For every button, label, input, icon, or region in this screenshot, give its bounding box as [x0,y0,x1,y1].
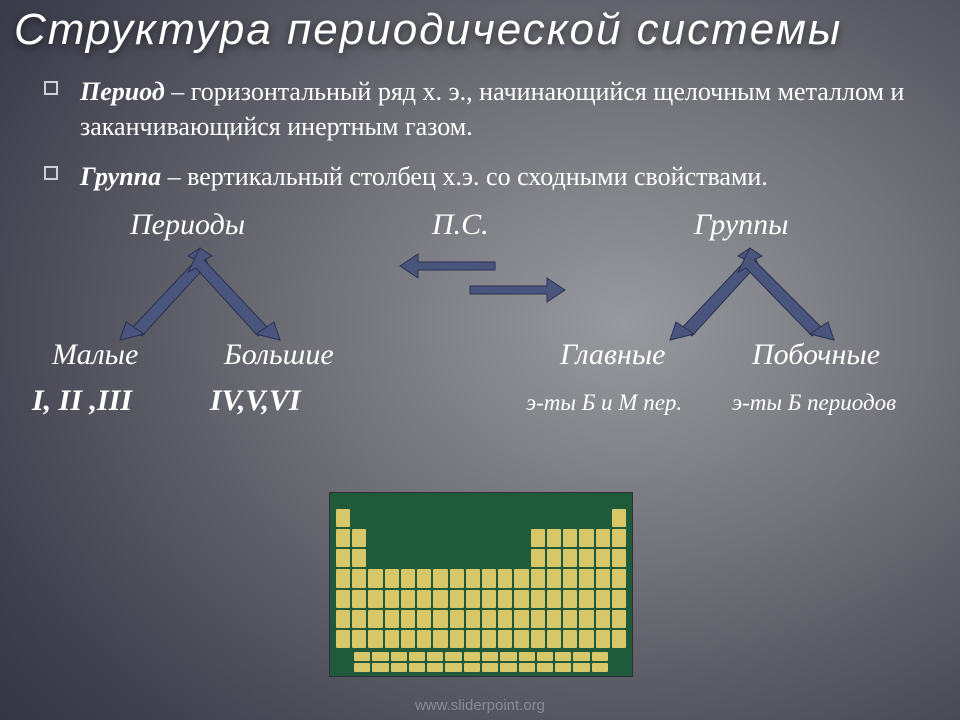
bullet-list: Период – горизонтальный ряд х. э., начин… [0,54,960,193]
slide-title: Структура периодической системы [0,0,960,54]
branch-arrow-left-icon [70,246,330,336]
label-side-note: э-ты Б периодов [732,390,896,416]
label-big-nums: IV,V,VI [210,384,301,418]
branch-arrow-right-icon [610,246,890,336]
term-group-def: – вертикальный столбец х.э. со сходными … [161,162,768,191]
slide: Структура периодической системы Период –… [0,0,960,720]
bullet-item: Период – горизонтальный ряд х. э., начин… [44,74,930,144]
bullet-marker-icon [44,166,58,180]
footer-url: www.sliderpoint.org [0,697,960,714]
label-big: Большие [224,338,334,372]
label-small-nums: I, II ,III [32,384,132,418]
label-groups: Группы [694,208,788,242]
diagram: Периоды П.С. Группы Малые Большие Главны… [0,208,960,438]
label-main: Главные [560,338,665,372]
bullet-marker-icon [44,81,58,95]
label-periods: Периоды [130,208,245,242]
periodic-table-image [330,493,632,676]
bullet-item: Группа – вертикальный столбец х.э. со сх… [44,159,930,194]
term-period: Период [80,77,165,106]
term-group: Группа [80,162,161,191]
label-main-note: э-ты Б и М пер. [526,390,682,416]
label-small: Малые [52,338,138,372]
periodic-table-lanth [354,652,608,672]
label-side: Побочные [752,338,880,372]
double-arrow-icon [350,248,600,308]
term-period-def: – горизонтальный ряд х. э., начинающийся… [80,77,904,141]
periodic-table-grid [336,509,626,648]
label-ps: П.С. [432,208,489,242]
